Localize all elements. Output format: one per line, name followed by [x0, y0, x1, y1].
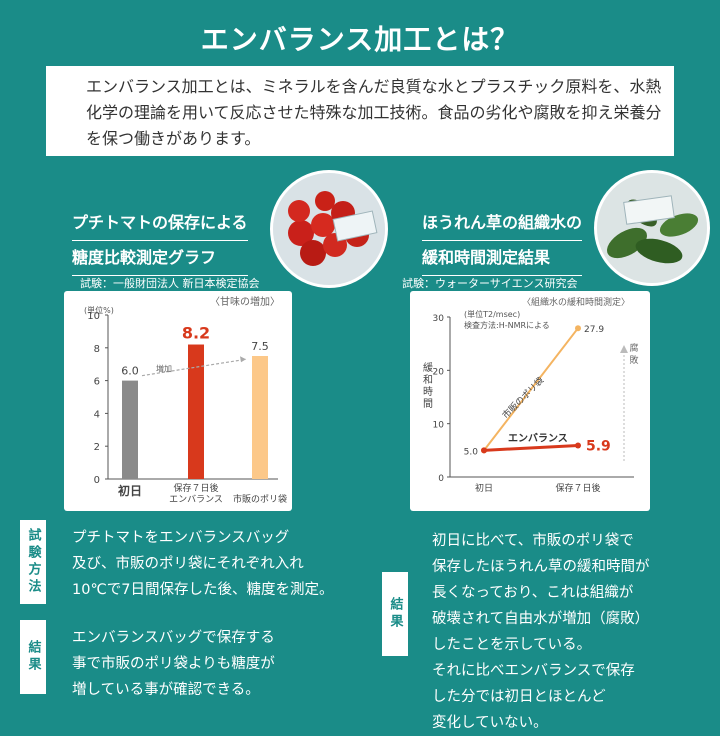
chart2-annotation-char: 腐 — [629, 342, 638, 354]
spinach-photo — [594, 170, 710, 286]
chart1-annotation: 増加 — [156, 364, 172, 374]
left-result-label: 結果 — [20, 620, 46, 694]
chart1-trend-arrow — [141, 358, 247, 377]
chart1-y-tick-label: 10 — [87, 311, 100, 322]
chart1-bar — [252, 356, 268, 479]
chart1-category-label: エンバランス — [169, 494, 223, 505]
chart2-method: 検査方法:H-NMRによる — [464, 320, 550, 330]
chart2-point — [481, 447, 487, 454]
chart2-series-name: 市販のポリ袋 — [500, 374, 547, 421]
left-test-org: 試験：一般財団法人 新日本検定協会 — [80, 277, 260, 290]
right-test-org: 試験：ウォーターサイエンス研究会 — [402, 277, 578, 290]
right-heading-line1: ほうれん草の組織水の — [422, 210, 583, 241]
chart2-unit: (単位T2/msec) — [464, 309, 520, 319]
method-label: 試験方法 — [20, 520, 46, 604]
tomato-photo — [270, 170, 388, 288]
chart1-y-tick-label: 0 — [94, 475, 100, 486]
chart1-category-top: 保存７日後 — [173, 482, 218, 494]
right-result-label: 結果 — [382, 572, 408, 656]
chart2-title: 〈組織水の緩和時間測定〉 — [522, 296, 630, 308]
chart2-y-tick-label: 20 — [433, 367, 445, 377]
chart2-y-tick-label: 10 — [433, 421, 445, 431]
chart2-ylabel-char: 和 — [423, 374, 433, 386]
left-heading: プチトマトの保存による 糖度比較測定グラフ — [72, 210, 248, 280]
chart2-point — [575, 325, 581, 332]
chart2-point — [575, 442, 581, 449]
chart1-trend-arrow-head — [240, 356, 246, 363]
chart1-y-tick-label: 8 — [94, 344, 100, 355]
chart2-series-line — [483, 327, 579, 451]
chart1-title: 〈甘味の増加〉 — [210, 295, 280, 308]
chart1-bar — [188, 344, 204, 479]
method-text: プチトマトをエンバランスバッグ 及び、市販のポリ袋にそれぞれ入れ 10℃で7日間… — [72, 530, 334, 598]
relaxation-chart-svg: 〈組織水の緩和時間測定〉(単位T2/msec)検査方法:H-NMRによる緩和時間… — [423, 296, 639, 494]
relaxation-chart: 〈組織水の緩和時間測定〉 (単位T2/msec) 検査方法:H-NMRによる緩和時間… — [410, 291, 650, 511]
left-heading-line1: プチトマトの保存による — [72, 210, 248, 241]
chart2-annotation-char: 敗 — [629, 354, 638, 366]
sugar-chart: 〈甘味の増加〉 (単位%) 0 2 4 6 8 10 6.0 初日 8.2 保存７日後 エンバランス 7.… — [64, 291, 292, 511]
chart2-x-label: 保存７日後 — [555, 482, 600, 494]
left-result-text: エンバランスバッグで保存する 事で市販のポリ袋よりも糖度が 増している事が確認で… — [72, 630, 275, 698]
chart2-ref-arrow — [620, 345, 628, 353]
chart2-x-label: 初日 — [475, 482, 493, 494]
chart2-point-label: 5.9 — [586, 439, 611, 455]
right-heading: ほうれん草の組織水の 緩和時間測定結果 — [422, 210, 583, 280]
chart1-y-tick-label: 2 — [94, 442, 100, 453]
chart2-y-tick-label: 0 — [438, 474, 444, 484]
chart1-value-label: 7.5 — [251, 340, 269, 353]
left-heading-line2: 糖度比較測定グラフ — [72, 245, 248, 276]
chart2-series-name: エンバランス — [508, 432, 568, 444]
chart1-category-label: 市販のポリ袋 — [233, 493, 287, 505]
page-title: エンバランス加工とは？ — [200, 23, 520, 56]
chart2-y-tick-label: 30 — [433, 314, 445, 324]
intro-text: エンバランス加工とは、ミネラルを含んだ良質な水とプラスチック原料を、水熱化学の理… — [46, 66, 674, 156]
chart2-series-line — [483, 444, 579, 452]
chart1-bar — [122, 380, 138, 479]
chart1-value-label: 6.0 — [121, 365, 139, 378]
chart1-category-label: 初日 — [118, 483, 142, 498]
chart2-point-label: 5.0 — [464, 447, 479, 457]
chart2-ylabel-char: 時 — [423, 386, 433, 398]
chart2-point-label: 27.9 — [584, 325, 604, 335]
chart2-ylabel-char: 緩 — [423, 361, 433, 374]
chart1-y-tick-label: 4 — [94, 409, 100, 420]
chart2-ylabel-char: 間 — [423, 398, 433, 410]
right-result-text: 初日に比べて、市販のポリ袋で 保存したほうれん草の緩和時間が 長くなっており、こ… — [432, 533, 650, 731]
chart1-value-label: 8.2 — [182, 324, 210, 343]
chart1-unit: (単位%) — [84, 305, 114, 315]
right-heading-line2: 緩和時間測定結果 — [422, 245, 583, 276]
chart1-y-tick-label: 6 — [94, 377, 100, 388]
